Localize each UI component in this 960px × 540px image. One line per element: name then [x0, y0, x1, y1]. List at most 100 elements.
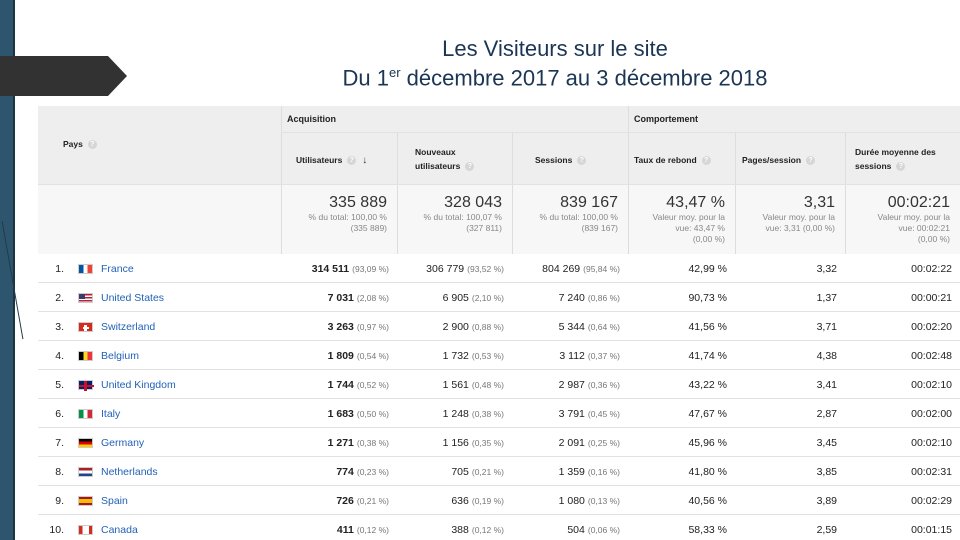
cell-pct: (2,10 %) [471, 293, 504, 303]
col-header-sessions[interactable]: Sessions? [535, 153, 587, 167]
help-icon[interactable]: ? [701, 156, 711, 166]
cell-duree: 00:02:29 [911, 495, 952, 507]
col-header-pays[interactable]: Pays? [63, 137, 97, 151]
cell-pct: (0,38 %) [356, 438, 389, 448]
col-header-label: utilisateurs [415, 161, 461, 171]
cell-rebond: 47,67 % [688, 408, 727, 420]
total-detail-line: % du total: 100,07 % [423, 212, 502, 222]
grid-line [628, 106, 629, 254]
flag-es-icon [78, 496, 93, 506]
cell-value: 504 [567, 524, 585, 536]
total-detail-line: (327 811) [466, 223, 502, 233]
slide-side-bar [0, 0, 13, 540]
help-icon[interactable]: ? [87, 140, 97, 150]
row-divider [38, 485, 960, 486]
cell-duree: 00:01:15 [911, 524, 952, 536]
total-detail-line: (335 889) [350, 223, 387, 233]
cell-duree: 00:02:31 [911, 466, 952, 478]
cell-value: 7 240 [558, 292, 585, 304]
cell-value: 1 359 [558, 466, 585, 478]
cell-pct: (0,88 %) [471, 322, 504, 332]
cell-pages: 2,87 [816, 408, 837, 420]
row-index: 6. [55, 408, 64, 420]
total-detail-line: Valeur moy. pour la [652, 212, 725, 222]
total-sessions: 839 167 [560, 194, 618, 211]
cell-sessions: 804 269 (95,84 %) [518, 263, 620, 275]
grid-line [397, 132, 398, 254]
country-link[interactable]: Spain [101, 495, 128, 507]
country-link[interactable]: Germany [101, 437, 145, 449]
cell-pct: (93,09 %) [352, 264, 389, 274]
sort-down-icon[interactable]: ↓ [362, 155, 368, 166]
country-link[interactable]: United States [101, 292, 165, 304]
cell-pct: (0,19 %) [471, 496, 504, 506]
cell-value: 705 [451, 466, 469, 478]
cell-value: 1 744 [327, 379, 354, 391]
cell-value: 7 031 [327, 292, 354, 304]
help-icon[interactable]: ? [465, 162, 475, 172]
table-header-bg [38, 106, 960, 184]
cell-value: 5 344 [558, 321, 585, 333]
row-index: 4. [55, 350, 64, 362]
cell-duree: 00:02:48 [911, 350, 952, 362]
row-divider [38, 282, 960, 283]
cell-pct: (93,52 %) [467, 264, 504, 274]
cell-pct: (0,21 %) [471, 467, 504, 477]
col-header-utilisateurs[interactable]: Utilisateurs? ↓ [296, 153, 367, 168]
cell-pct: (0,38 %) [471, 409, 504, 419]
row-divider [38, 456, 960, 457]
total-pages: 3,31 [803, 194, 835, 211]
cell-value: 3 263 [327, 321, 354, 333]
cell-value: 2 987 [558, 379, 585, 391]
cell-rebond: 41,56 % [688, 321, 727, 333]
country-link[interactable]: Belgium [101, 350, 139, 362]
country-link[interactable]: Netherlands [101, 466, 158, 478]
cell-pages: 3,89 [816, 495, 837, 507]
row-divider [38, 398, 960, 399]
country-link[interactable]: Canada [101, 524, 138, 536]
country-link[interactable]: Italy [101, 408, 121, 420]
flag-nl-icon [78, 467, 93, 477]
cell-nouveaux: 1 561 (0,48 %) [403, 379, 504, 391]
cell-value: 2 091 [558, 437, 585, 449]
cell-pages: 3,41 [816, 379, 837, 391]
country-link[interactable]: Switzerland [101, 321, 156, 333]
cell-rebond: 43,22 % [688, 379, 727, 391]
cell-value: 388 [451, 524, 469, 536]
col-header-rebond[interactable]: Taux de rebond? [634, 153, 711, 167]
group-acquisition: Acquisition [287, 114, 336, 124]
help-icon[interactable]: ? [896, 162, 906, 172]
cell-pct: (0,06 %) [587, 525, 620, 535]
col-header-pages[interactable]: Pages/session? [742, 153, 816, 167]
help-icon[interactable]: ? [577, 156, 587, 166]
col-header-nouveaux[interactable]: Nouveaux utilisateurs? [415, 145, 475, 173]
country-link[interactable]: United Kingdom [101, 379, 176, 391]
cell-pct: (0,52 %) [356, 380, 389, 390]
cell-value: 1 683 [327, 408, 354, 420]
group-comportement: Comportement [634, 114, 699, 124]
help-icon[interactable]: ? [347, 156, 357, 166]
help-icon[interactable]: ? [806, 156, 816, 166]
cell-sessions: 3 791 (0,45 %) [518, 408, 620, 420]
cell-pct: (0,86 %) [587, 293, 620, 303]
cell-pages: 3,85 [816, 466, 837, 478]
col-header-duree[interactable]: Durée moyenne des sessions? [855, 145, 936, 173]
cell-pct: (0,23 %) [356, 467, 389, 477]
table-row: 10. Canada 411 (0,12 %) 388 (0,12 %) 504 (0,06 … [38, 515, 960, 540]
cell-nouveaux: 705 (0,21 %) [403, 466, 504, 478]
grid-line [38, 184, 960, 185]
total-detail-line: vue: 3,31 (0,00 %) [765, 223, 835, 233]
cell-rebond: 58,33 % [688, 524, 727, 536]
country-link[interactable]: France [101, 263, 134, 275]
row-index: 8. [55, 466, 64, 478]
cell-value: 2 900 [442, 321, 469, 333]
grid-line [281, 106, 282, 254]
cell-rebond: 41,74 % [688, 350, 727, 362]
table-row: 8. Netherlands 774 (0,23 %) 705 (0,21 %) 1 359… [38, 457, 960, 486]
table-row: 5. United Kingdom 1 744 (0,52 %) 1 561 (0,48 … [38, 370, 960, 399]
grid-line [845, 132, 846, 254]
slide-side-line [13, 0, 15, 540]
cell-value: 774 [336, 466, 354, 478]
cell-sessions: 504 (0,06 %) [518, 524, 620, 536]
col-header-label: Pays [63, 139, 83, 149]
